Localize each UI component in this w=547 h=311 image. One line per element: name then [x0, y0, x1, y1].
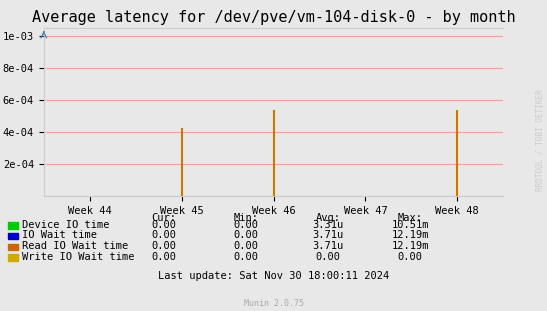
Text: Min:: Min:	[234, 213, 259, 223]
Text: 0.00: 0.00	[152, 241, 177, 251]
Text: 0.00: 0.00	[234, 241, 259, 251]
Title: Average latency for /dev/pve/vm-104-disk-0 - by month: Average latency for /dev/pve/vm-104-disk…	[32, 11, 515, 26]
Text: 0.00: 0.00	[234, 230, 259, 240]
Text: Write IO Wait time: Write IO Wait time	[22, 252, 135, 262]
Text: 3.31u: 3.31u	[312, 220, 344, 230]
Text: 0.00: 0.00	[152, 252, 177, 262]
Text: 3.71u: 3.71u	[312, 230, 344, 240]
Text: 0.00: 0.00	[398, 252, 423, 262]
Text: Munin 2.0.75: Munin 2.0.75	[243, 299, 304, 308]
Text: Avg:: Avg:	[316, 213, 341, 223]
Text: 12.19m: 12.19m	[392, 241, 429, 251]
Text: Last update: Sat Nov 30 18:00:11 2024: Last update: Sat Nov 30 18:00:11 2024	[158, 271, 389, 281]
Text: Device IO time: Device IO time	[22, 220, 109, 230]
Text: IO Wait time: IO Wait time	[22, 230, 97, 240]
Text: 0.00: 0.00	[152, 230, 177, 240]
Text: 3.71u: 3.71u	[312, 241, 344, 251]
Text: 0.00: 0.00	[234, 252, 259, 262]
Text: 10.51m: 10.51m	[392, 220, 429, 230]
Text: 0.00: 0.00	[316, 252, 341, 262]
Text: 12.19m: 12.19m	[392, 230, 429, 240]
Text: Read IO Wait time: Read IO Wait time	[22, 241, 128, 251]
Text: 0.00: 0.00	[234, 220, 259, 230]
Text: Max:: Max:	[398, 213, 423, 223]
Text: 0.00: 0.00	[152, 220, 177, 230]
Text: RRDTOOL / TOBI OETIKER: RRDTOOL / TOBI OETIKER	[536, 89, 544, 191]
Text: Cur:: Cur:	[152, 213, 177, 223]
